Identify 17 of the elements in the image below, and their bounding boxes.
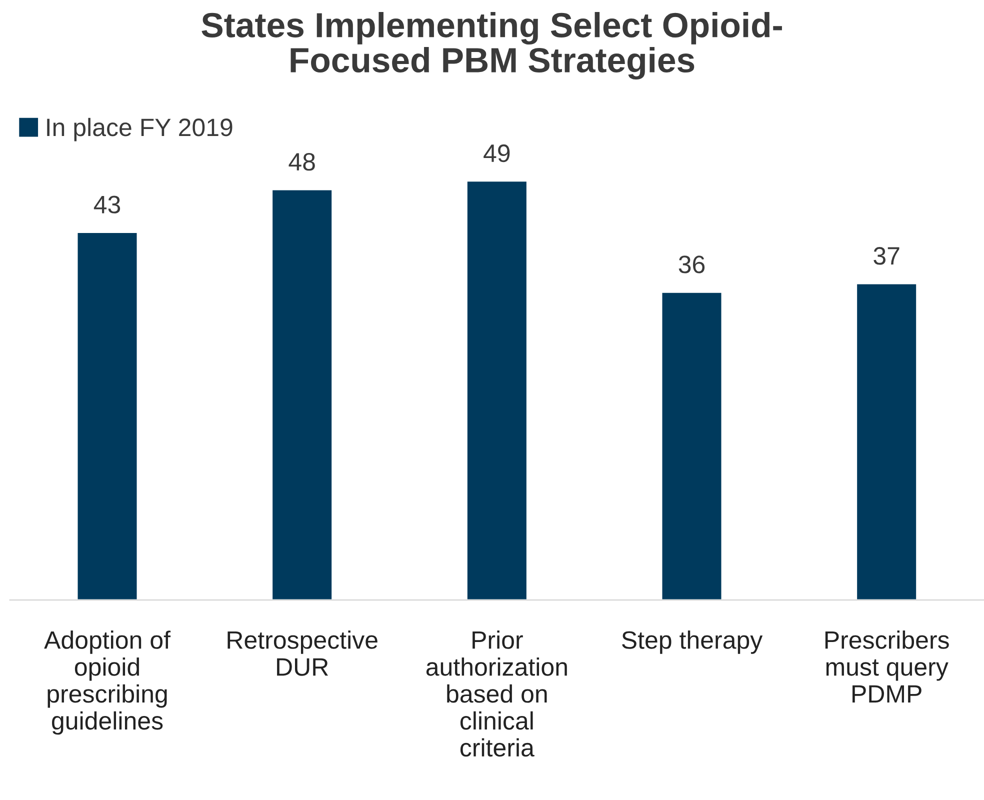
data-label: 49: [484, 144, 510, 162]
legend-label: In place FY 2019: [47, 118, 232, 142]
data-label: 36: [678, 256, 705, 274]
data-label: 37: [874, 247, 900, 265]
data-label: 43: [94, 196, 120, 214]
x-tick-label: Retrospective DUR: [228, 630, 378, 676]
bar: [466, 180, 528, 600]
chart-title: States Implementing Select Opioid- Focused PBM Strategies: [202, 12, 782, 80]
data-label: 48: [288, 152, 315, 171]
bar: [660, 291, 723, 600]
bar: [856, 282, 918, 600]
x-tick-label: Prescribers must query PDMP: [825, 630, 949, 703]
x-tick-label: Adoption of opioid prescribing guidelines: [44, 630, 171, 735]
x-tick-label: Step therapy: [622, 630, 763, 654]
x-tick-label: Prior authorization based on clinical criteria: [426, 630, 567, 757]
bar: [76, 232, 138, 600]
bar: [271, 188, 333, 600]
